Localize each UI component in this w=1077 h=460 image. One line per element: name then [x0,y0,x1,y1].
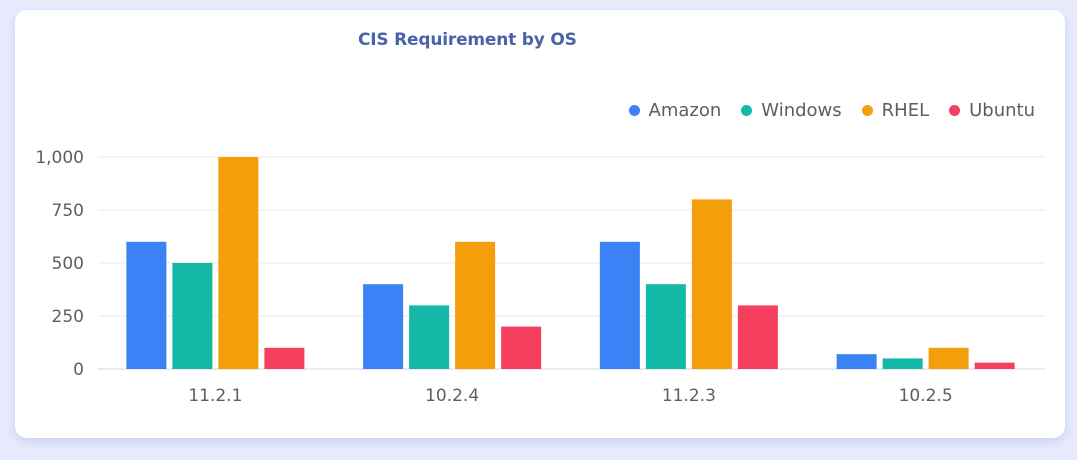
legend-swatch-ubuntu [949,105,961,116]
bar-amazon [599,241,640,369]
bar-amazon [363,284,404,369]
bar-ubuntu [737,305,778,369]
bar-ubuntu [501,326,542,369]
bar-amazon [836,354,877,369]
y-tick-label: 1,000 [35,148,84,168]
legend-swatch-amazon [628,105,640,116]
legend-label-amazon: Amazon [648,100,722,121]
bar-windows [645,284,686,369]
bar-rhel [218,157,259,369]
bar-ubuntu [264,347,305,369]
bar-windows [172,263,213,369]
y-tick-label: 0 [73,360,84,380]
legend-item-amazon[interactable]: Amazon [628,100,722,121]
legend-label-rhel: RHEL [881,100,930,121]
x-tick-label: 11.2.3 [662,386,716,406]
y-tick-label: 250 [52,307,84,327]
bar-rhel [455,241,496,369]
x-tick-label: 10.2.5 [899,386,953,406]
bar-rhel [928,347,969,369]
legend-item-rhel[interactable]: RHEL [861,100,930,121]
x-tick-label: 10.2.4 [425,386,479,406]
legend-label-windows: Windows [761,100,842,121]
x-tick-label: 11.2.1 [188,386,242,406]
bar-windows [882,358,923,369]
legend-item-windows[interactable]: Windows [741,100,842,121]
legend-item-ubuntu[interactable]: Ubuntu [949,100,1035,121]
chart-title: CIS Requirement by OS [358,30,577,50]
bar-rhel [691,199,732,369]
bar-windows [409,305,450,369]
legend-swatch-windows [741,105,753,116]
chart-legend: Amazon Windows RHEL Ubuntu [628,100,1035,121]
y-tick-label: 500 [52,254,84,274]
y-tick-label: 750 [52,201,84,221]
legend-label-ubuntu: Ubuntu [969,100,1035,121]
bar-ubuntu [974,362,1015,369]
legend-swatch-rhel [861,105,873,116]
bar-amazon [126,241,167,369]
